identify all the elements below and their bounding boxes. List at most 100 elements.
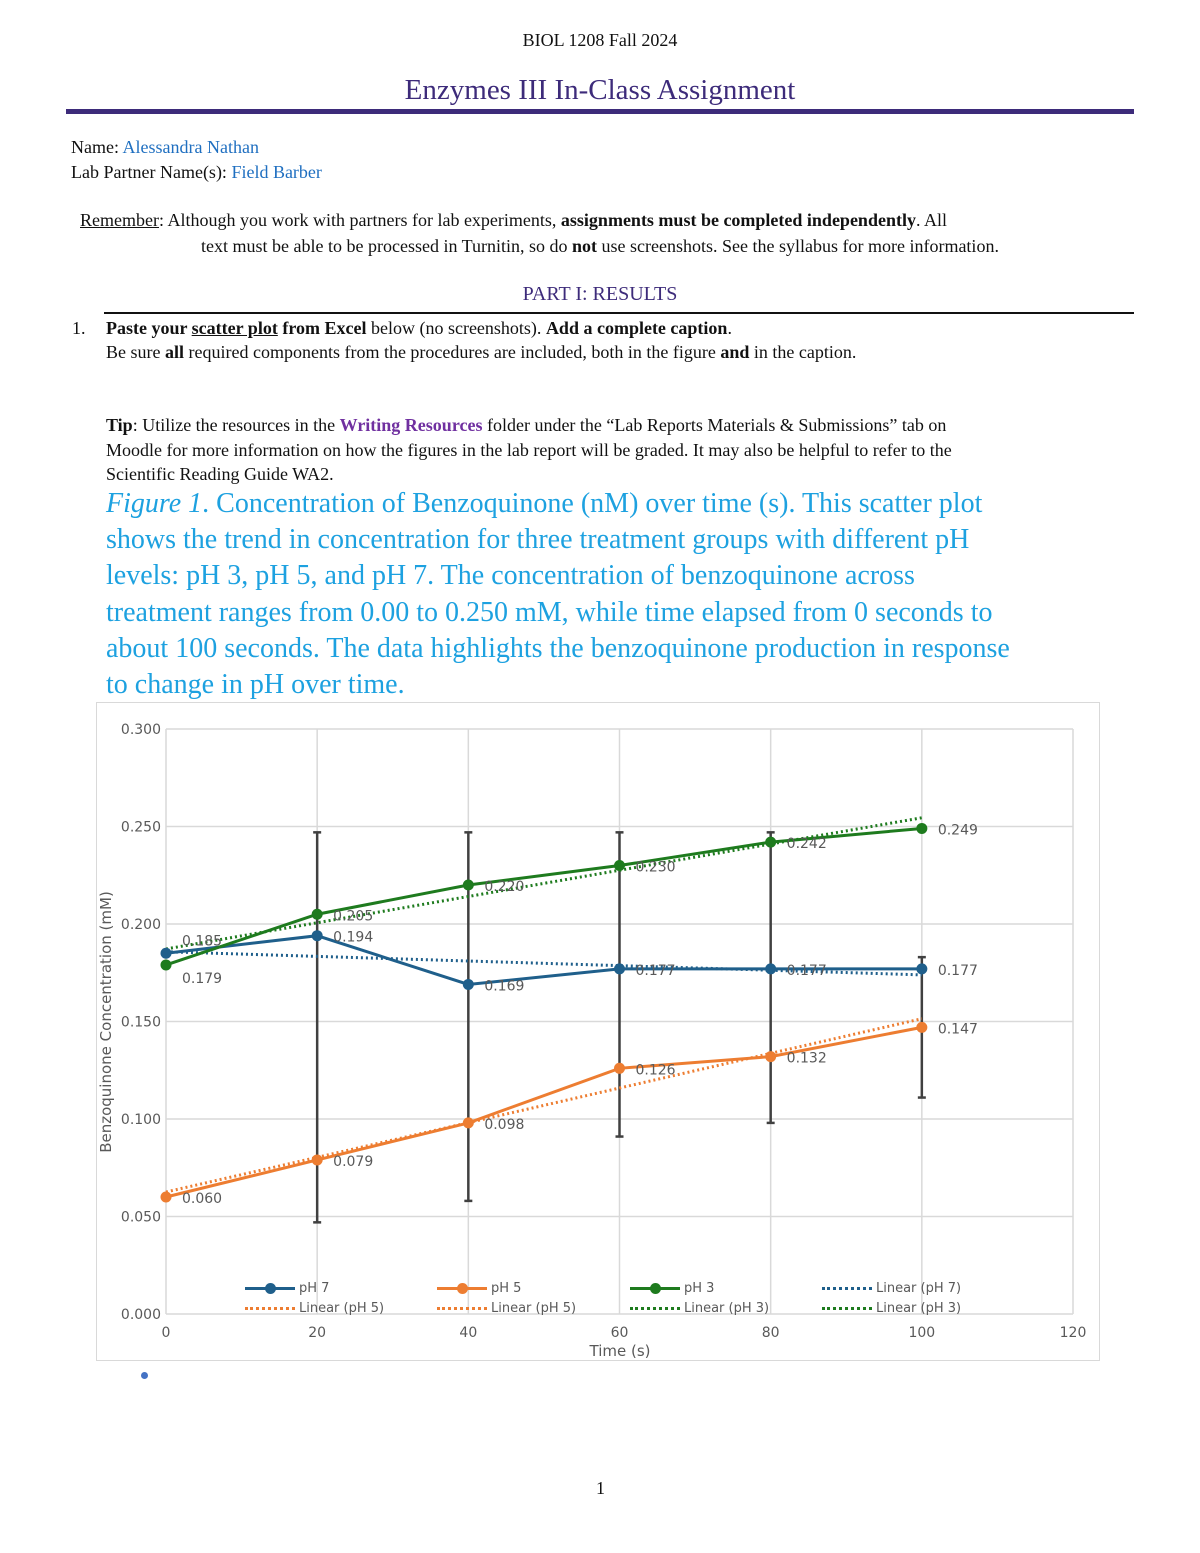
- y-axis-title: Benzoquinone Concentration (mM): [97, 891, 115, 1153]
- line-marker-icon: [437, 1283, 487, 1294]
- caption-line: about 100 seconds. The data highlights t…: [106, 633, 1010, 664]
- x-tick-label: 40: [459, 1325, 477, 1341]
- legend-label: pH 7: [299, 1281, 330, 1296]
- dotted-line-icon: [822, 1307, 872, 1310]
- bullet-icon: [141, 1372, 148, 1379]
- legend-label: Linear (pH 5): [491, 1301, 577, 1316]
- legend-item[interactable]: Linear (pH 3): [630, 1301, 769, 1316]
- x-tick-label: 80: [762, 1325, 780, 1341]
- data-label: 0.177: [787, 963, 827, 979]
- page-number: 1: [596, 1478, 605, 1498]
- student-name[interactable]: Alessandra Nathan: [122, 137, 259, 157]
- dotted-line-icon: [437, 1307, 487, 1310]
- tip-line-1: Tip: Utilize the resources in the Writin…: [106, 415, 946, 436]
- legend-item[interactable]: Linear (pH 5): [437, 1301, 576, 1316]
- text: text must be able to be processed in Tur…: [201, 236, 573, 256]
- text: Paste your: [106, 318, 192, 338]
- trendline: [165, 1017, 923, 1194]
- question-line-2: Be sure all required components from the…: [106, 342, 856, 363]
- legend-label: Linear (pH 7): [876, 1281, 962, 1296]
- text: . Concentration of Benzoquinone (nM) ove…: [202, 488, 983, 519]
- series-line: [165, 1025, 923, 1199]
- data-point: [160, 959, 172, 971]
- caption-line: Figure 1. Concentration of Benzoquinone …: [106, 488, 982, 520]
- writing-resources-link[interactable]: Writing Resources: [339, 415, 483, 435]
- bold-text: assignments must be completed independen…: [560, 210, 916, 230]
- caption-line: shows the trend in concentration for thr…: [106, 524, 970, 555]
- data-label: 0.132: [787, 1051, 827, 1067]
- text: from Excel: [277, 318, 367, 338]
- name-label: Name:: [71, 137, 119, 157]
- course-header: BIOL 1208 Fall 2024: [522, 30, 678, 50]
- data-label: 0.169: [484, 978, 524, 994]
- part-heading: PART I: RESULTS: [522, 283, 678, 305]
- legend-item[interactable]: Linear (pH 5): [245, 1301, 384, 1316]
- legend-label: Linear (pH 3): [684, 1301, 770, 1316]
- figure-label: Figure 1: [106, 488, 203, 519]
- x-tick-label: 0: [162, 1325, 171, 1341]
- data-label: 0.147: [938, 1021, 978, 1037]
- text: : Although you work with partners for la…: [158, 210, 561, 230]
- data-point: [462, 1117, 474, 1129]
- data-point: [765, 1051, 777, 1063]
- legend-item[interactable]: Linear (pH 7): [822, 1281, 961, 1296]
- remember-line-1: Remember: Although you work with partner…: [80, 210, 947, 231]
- y-tick-label: 0.050: [121, 1210, 161, 1226]
- legend-label: pH 3: [684, 1281, 715, 1296]
- text: scatter plot: [191, 318, 278, 338]
- caption-line: to change in pH over time.: [106, 669, 405, 700]
- y-tick-label: 0.100: [121, 1112, 161, 1128]
- data-point: [462, 978, 474, 990]
- text: in the caption.: [749, 342, 857, 362]
- data-point: [311, 930, 323, 942]
- x-axis-title: Time (s): [589, 1342, 651, 1360]
- line-marker-icon: [630, 1283, 680, 1294]
- dotted-line-icon: [630, 1307, 680, 1310]
- data-point: [765, 963, 777, 975]
- data-label: 0.230: [636, 860, 676, 876]
- text: and: [720, 342, 750, 362]
- data-label: 0.205: [333, 908, 373, 924]
- bold-text: not: [572, 236, 598, 256]
- page-title: Enzymes III In-Class Assignment: [404, 74, 796, 106]
- y-tick-label: 0.000: [121, 1307, 161, 1323]
- partner-line: Lab Partner Name(s): Field Barber: [71, 162, 322, 183]
- remember-label: Remember: [80, 210, 159, 230]
- caption-line: treatment ranges from 0.00 to 0.250 mM, …: [106, 597, 993, 628]
- data-label: 0.098: [484, 1117, 524, 1133]
- series-line: [165, 934, 922, 986]
- legend-item[interactable]: pH 7: [245, 1281, 329, 1296]
- data-label: 0.126: [636, 1062, 676, 1078]
- data-label: 0.194: [333, 930, 373, 946]
- text: use screenshots. See the syllabus for mo…: [597, 236, 999, 256]
- chart-frame[interactable]: [96, 702, 1100, 1361]
- legend-item[interactable]: pH 3: [630, 1281, 714, 1296]
- tip-line-2: Moodle for more information on how the f…: [106, 440, 952, 460]
- line-marker-icon: [245, 1283, 295, 1294]
- partner-name[interactable]: Field Barber: [231, 162, 322, 182]
- x-tick-label: 60: [611, 1325, 629, 1341]
- dotted-line-icon: [822, 1287, 872, 1290]
- legend-label: Linear (pH 5): [299, 1301, 385, 1316]
- question-line-1: Paste your scatter plot from Excel below…: [106, 318, 732, 339]
- part-rule: [104, 312, 1134, 314]
- data-label: 0.185: [182, 933, 222, 949]
- x-tick-label: 20: [308, 1325, 326, 1341]
- data-label: 0.079: [333, 1154, 373, 1170]
- title-rule: [66, 109, 1134, 114]
- legend-label: pH 5: [491, 1281, 522, 1296]
- data-label: 0.179: [182, 971, 222, 987]
- data-point: [916, 963, 928, 975]
- name-line: Name: Alessandra Nathan: [71, 137, 259, 158]
- text: folder under the “Lab Reports Materials …: [482, 415, 947, 435]
- data-label: 0.220: [484, 879, 524, 895]
- data-label: 0.242: [787, 836, 827, 852]
- legend-item[interactable]: Linear (pH 3): [822, 1301, 961, 1316]
- legend-item[interactable]: pH 5: [437, 1281, 521, 1296]
- data-label: 0.060: [182, 1191, 222, 1207]
- y-tick-label: 0.250: [121, 820, 161, 836]
- tip-line-3: Scientific Reading Guide WA2.: [106, 464, 334, 484]
- text: . All: [915, 210, 947, 230]
- caption-line: levels: pH 3, pH 5, and pH 7. The concen…: [106, 560, 915, 591]
